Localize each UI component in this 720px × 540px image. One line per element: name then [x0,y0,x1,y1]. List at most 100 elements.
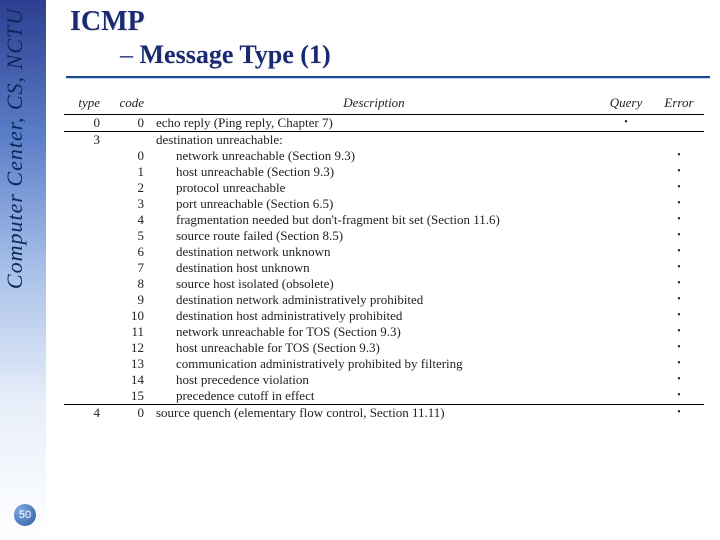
cell-error: • [654,405,704,422]
cell-code: 6 [106,244,150,260]
cell-error: • [654,356,704,372]
cell-error: • [654,340,704,356]
table-row: 00echo reply (Ping reply, Chapter 7)• [64,115,704,132]
table-header-row: type code Description Query Error [64,93,704,115]
cell-error [654,115,704,132]
cell-error: • [654,180,704,196]
cell-desc: protocol unreachable [150,180,598,196]
cell-code: 3 [106,196,150,212]
title-underline [66,76,710,79]
cell-error: • [654,324,704,340]
cell-query [598,388,654,405]
cell-code: 11 [106,324,150,340]
cell-query [598,164,654,180]
table-row: 14host precedence violation• [64,372,704,388]
table-row: 13communication administratively prohibi… [64,356,704,372]
cell-code: 7 [106,260,150,276]
table-row: 8source host isolated (obsolete)• [64,276,704,292]
table-row: 1host unreachable (Section 9.3)• [64,164,704,180]
cell-error: • [654,244,704,260]
cell-query [598,340,654,356]
cell-type [64,292,106,308]
cell-desc: network unreachable for TOS (Section 9.3… [150,324,598,340]
slide-subtitle: – Message Type (1) [120,40,710,70]
cell-code: 14 [106,372,150,388]
cell-code: 2 [106,180,150,196]
col-header-error: Error [654,93,704,115]
cell-query [598,324,654,340]
cell-type [64,180,106,196]
table-row: 9destination network administratively pr… [64,292,704,308]
subtitle-text: Message Type (1) [140,40,331,69]
cell-desc: port unreachable (Section 6.5) [150,196,598,212]
cell-desc: destination network administratively pro… [150,292,598,308]
col-header-query: Query [598,93,654,115]
cell-type: 4 [64,405,106,422]
cell-type: 3 [64,132,106,149]
cell-query [598,244,654,260]
cell-desc: source quench (elementary flow control, … [150,405,598,422]
cell-code: 1 [106,164,150,180]
cell-desc: destination network unknown [150,244,598,260]
table-row: 3port unreachable (Section 6.5) • [64,196,704,212]
table-row: 15precedence cutoff in effect• [64,388,704,405]
cell-desc: host precedence violation [150,372,598,388]
table-row: 4fragmentation needed but don't-fragment… [64,212,704,228]
table-row: 11network unreachable for TOS (Section 9… [64,324,704,340]
cell-error: • [654,260,704,276]
cell-desc: destination unreachable: [150,132,598,149]
cell-desc: destination host administratively prohib… [150,308,598,324]
cell-desc: source route failed (Section 8.5) [150,228,598,244]
cell-desc: host unreachable for TOS (Section 9.3) [150,340,598,356]
cell-query [598,372,654,388]
cell-code: 10 [106,308,150,324]
cell-query [598,148,654,164]
cell-type [64,276,106,292]
cell-type: 0 [64,115,106,132]
cell-type [64,212,106,228]
table-row: 40source quench (elementary flow control… [64,405,704,422]
cell-query [598,276,654,292]
cell-error: • [654,308,704,324]
cell-desc: source host isolated (obsolete) [150,276,598,292]
cell-type [64,260,106,276]
sidebar-affiliation: Computer Center, CS, NCTU [2,8,44,289]
cell-desc: host unreachable (Section 9.3) [150,164,598,180]
cell-desc: echo reply (Ping reply, Chapter 7) [150,115,598,132]
cell-code: 8 [106,276,150,292]
cell-error: • [654,196,704,212]
page-number-badge: 50 [14,504,36,526]
col-header-type: type [64,93,106,115]
cell-query [598,196,654,212]
cell-query [598,308,654,324]
cell-code: 0 [106,405,150,422]
cell-type [64,308,106,324]
subtitle-dash: – [120,40,140,69]
cell-desc: fragmentation needed but don't-fragment … [150,212,598,228]
cell-code: 4 [106,212,150,228]
cell-type [64,244,106,260]
table-row: 5source route failed (Section 8.5)• [64,228,704,244]
col-header-code: code [106,93,150,115]
cell-desc: communication administratively prohibite… [150,356,598,372]
cell-error: • [654,148,704,164]
cell-code: 5 [106,228,150,244]
slide-title: ICMP [70,6,710,38]
cell-error: • [654,292,704,308]
table-row: 2protocol unreachable • [64,180,704,196]
cell-type [64,228,106,244]
cell-error [654,132,704,149]
table-row: 0network unreachable (Section 9.3)• [64,148,704,164]
icmp-table: type code Description Query Error 0 0 echo… [64,93,704,421]
cell-query [598,356,654,372]
col-header-desc: Description [150,93,598,115]
cell-query [598,132,654,149]
cell-type [64,148,106,164]
cell-type [64,356,106,372]
cell-type [64,164,106,180]
cell-code: 15 [106,388,150,405]
cell-desc: destination host unknown [150,260,598,276]
cell-type [64,372,106,388]
cell-type [64,196,106,212]
cell-code: 12 [106,340,150,356]
